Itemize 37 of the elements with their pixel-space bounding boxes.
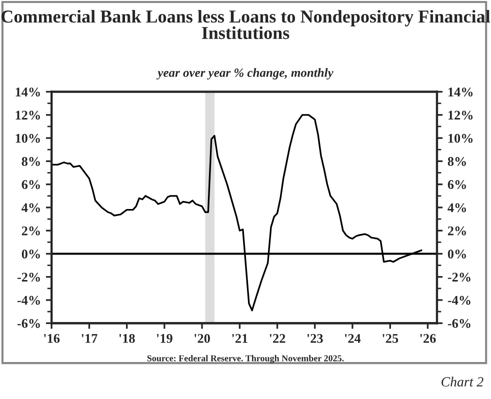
x-tick-label: '19	[156, 334, 172, 343]
y-tick-label: 0%	[22, 250, 40, 259]
y-tick-label: 10%	[16, 134, 40, 143]
y2-tick-label: 10%	[448, 134, 473, 143]
y-tick-label: 12%	[16, 110, 40, 120]
chart-title: Commercial Bank Loans less Loans to Nondepository Financial Institutions	[2, 10, 490, 40]
y-tick-label: 14%	[16, 88, 40, 97]
source-note: Source: Federal Reserve. Through November 2025.	[147, 354, 344, 364]
x-tick-label: '20	[194, 334, 210, 343]
x-tick-label: '22	[270, 334, 286, 343]
y-tick-label: -4%	[17, 296, 40, 305]
y2-tick-label: 4%	[448, 203, 466, 212]
y-tick-label: -6%	[17, 318, 40, 328]
y2-tick-label: 0%	[448, 250, 466, 259]
y-tick-label: 6%	[22, 180, 40, 190]
y2-tick-label: 12%	[448, 110, 473, 120]
y-tick-label: 2%	[22, 226, 40, 236]
y2-tick-label: 14%	[448, 88, 473, 97]
y2-tick-label: -6%	[448, 318, 470, 328]
y-tick-label: -2%	[17, 272, 40, 282]
y2-tick-label: -4%	[448, 296, 470, 305]
y-tick-label: 4%	[22, 203, 40, 212]
x-tick-label: '17	[82, 334, 98, 343]
x-tick-label: '26	[420, 334, 436, 343]
x-tick-label: '23	[307, 334, 323, 343]
y-tick-label: 8%	[22, 157, 40, 166]
y2-tick-label: -2%	[448, 272, 470, 282]
chart-subtitle: year over year % change, monthly	[156, 68, 334, 80]
x-tick-label: '25	[382, 334, 398, 343]
y2-tick-label: 2%	[448, 226, 466, 236]
x-tick-label: '24	[345, 334, 361, 343]
caption: Chart 2	[442, 376, 484, 387]
y2-tick-label: 8%	[448, 157, 466, 166]
x-tick-label: '16	[44, 334, 60, 343]
y2-tick-label: 6%	[448, 180, 466, 190]
x-tick-label: '21	[232, 334, 248, 343]
x-tick-label: '18	[119, 334, 135, 343]
